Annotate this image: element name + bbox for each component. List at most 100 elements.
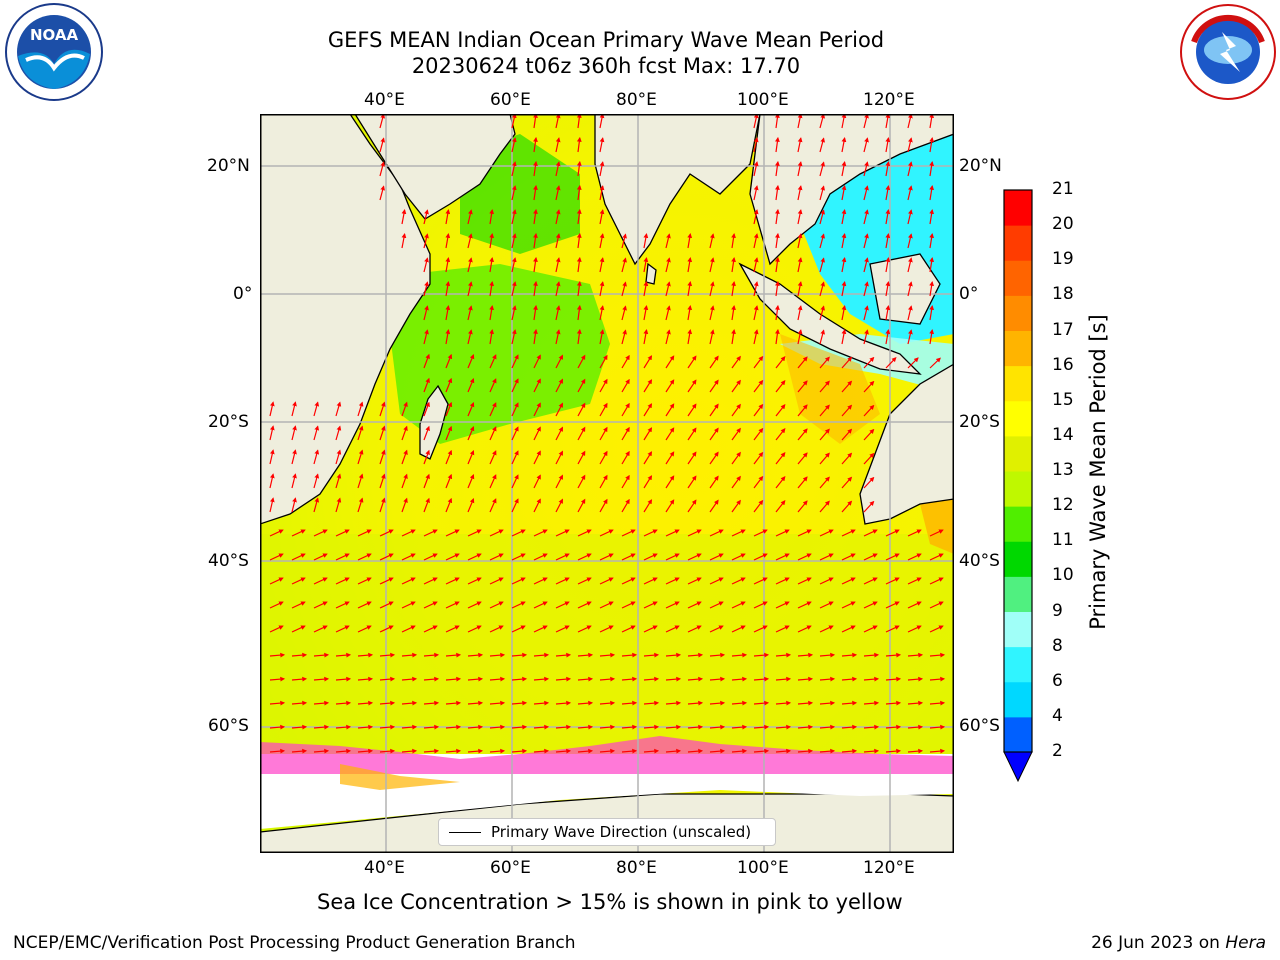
wave-arrow (576, 328, 582, 345)
wave-arrow (841, 700, 858, 706)
wave-arrow (599, 700, 616, 706)
wave-arrow (335, 577, 350, 585)
wave-arrow (907, 305, 913, 321)
wave-arrow (863, 724, 880, 730)
wave-arrow (621, 724, 638, 730)
wave-arrow (709, 577, 724, 585)
wave-arrow (533, 136, 538, 153)
chart-subtitle: 20230624 t06z 360h fcst Max: 17.70 (411, 54, 801, 78)
wave-arrow (445, 377, 453, 393)
wave-arrow (643, 700, 660, 706)
wave-arrow (775, 404, 786, 417)
wave-arrow (555, 281, 561, 297)
colorbar-label: Primary Wave Mean Period [s] (1086, 314, 1110, 630)
wave-arrow (467, 257, 473, 273)
footer-date-text: 26 Jun 2023 on (1091, 933, 1226, 953)
wave-arrow (907, 209, 913, 225)
wave-arrow (731, 577, 746, 585)
wave-arrow (665, 355, 675, 369)
wave-arrow (775, 601, 790, 609)
wave-arrow (687, 451, 697, 465)
wave-arrow (643, 652, 660, 658)
wave-arrow (511, 209, 517, 225)
wave-arrow (555, 378, 563, 393)
wave-arrow (819, 500, 830, 513)
wave-arrow (643, 676, 660, 682)
wave-arrow (511, 114, 517, 129)
wave-arrow (731, 475, 741, 489)
wave-arrow (819, 748, 836, 754)
wave-arrow (577, 529, 592, 537)
wave-arrow (797, 257, 803, 273)
wave-arrow (841, 652, 858, 658)
wave-arrow (819, 577, 834, 585)
wave-arrow (731, 257, 736, 273)
wave-arrow (665, 475, 675, 489)
wave-arrow (291, 553, 306, 561)
wave-arrow (599, 354, 608, 369)
wave-arrow (863, 114, 869, 129)
wave-arrow (863, 476, 875, 489)
wave-arrow (533, 652, 550, 658)
wave-arrow (753, 379, 764, 393)
wave-arrow (907, 748, 924, 754)
wave-arrow (577, 354, 586, 369)
wave-arrow (643, 379, 653, 393)
wave-arrow (885, 305, 891, 321)
wave-arrow (665, 553, 680, 561)
wave-arrow (907, 233, 913, 249)
wave-arrow (533, 625, 548, 633)
wave-arrow (687, 233, 693, 249)
colorbar-extend-min (1003, 751, 1033, 783)
wave-arrow (291, 529, 306, 537)
wave-arrow (379, 529, 394, 537)
colorbar-tick-label: 4 (1052, 705, 1063, 726)
wave-arrow (621, 652, 638, 658)
wave-arrow (687, 700, 704, 706)
lon-tick-top-80: 80°E (616, 90, 657, 110)
wave-arrow (423, 377, 430, 393)
lat-tick-right-20n: 20°N (959, 156, 1002, 176)
wave-arrow (291, 473, 297, 489)
wave-arrow (621, 378, 630, 393)
wave-arrow (533, 328, 538, 345)
wave-arrow (621, 257, 627, 273)
wave-arrow (599, 185, 605, 201)
wave-arrow (775, 328, 780, 345)
wave-arrow (819, 281, 825, 297)
wave-arrow (489, 625, 504, 633)
wave-arrow (291, 577, 306, 585)
wave-arrow (511, 625, 526, 633)
wave-arrow (489, 305, 495, 321)
wave-arrow (379, 724, 396, 730)
wave-arrow (401, 233, 407, 249)
wave-arrow (731, 355, 741, 369)
wave-arrow (929, 357, 941, 369)
wave-arrow (555, 426, 563, 441)
wave-arrow (797, 452, 808, 465)
wave-arrow (863, 529, 878, 537)
wave-arrow (643, 625, 658, 633)
wave-arrow (291, 625, 306, 633)
wave-arrow (687, 475, 697, 489)
wave-arrow (555, 625, 570, 633)
wave-arrow (445, 449, 453, 465)
wave-arrow (863, 185, 869, 201)
wave-arrow (467, 281, 473, 297)
wave-arrow (621, 676, 638, 682)
wave-arrow (357, 473, 364, 489)
wave-arrow (841, 161, 847, 177)
wave-arrow (841, 476, 853, 489)
wave-arrow (775, 114, 780, 129)
wave-arrow (445, 625, 460, 633)
wave-arrow (533, 114, 538, 129)
wave-arrow (467, 601, 482, 609)
colorbar-block (1004, 716, 1032, 753)
wave-arrow (885, 724, 902, 730)
wave-arrow (335, 676, 352, 682)
wave-arrow (599, 257, 605, 273)
wave-arrow (797, 281, 803, 297)
wave-arrow (269, 700, 286, 706)
wave-arrow (907, 601, 922, 609)
wave-arrow (576, 256, 582, 273)
